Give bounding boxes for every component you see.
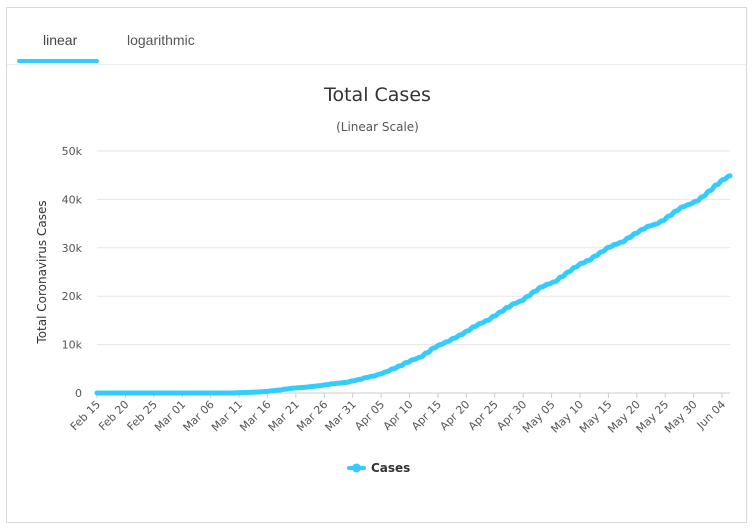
- x-tick-label: Mar 31: [323, 398, 359, 434]
- y-tick-label: 20k: [62, 290, 83, 303]
- y-tick-label: 50k: [62, 145, 83, 158]
- x-tick-label: Apr 25: [466, 398, 501, 433]
- grid-lines: [97, 150, 730, 394]
- legend-marker-cases: [352, 463, 361, 473]
- x-tick-label: Feb 20: [96, 398, 131, 433]
- tab-linear[interactable]: linear: [43, 32, 78, 48]
- series-cases: [94, 173, 733, 396]
- x-tick-label: Jun 04: [694, 398, 728, 432]
- active-tab-indicator: [17, 59, 99, 63]
- y-tick-label: 10k: [62, 339, 83, 352]
- legend-label-cases: Cases: [371, 461, 410, 475]
- x-tick-label: Feb 15: [68, 398, 103, 433]
- y-tick-label: 40k: [62, 193, 83, 206]
- chart-container: linear logarithmic Total Cases (Linear S…: [6, 7, 747, 523]
- y-tick-label: 0: [75, 387, 82, 400]
- x-tick-label: Apr 20: [437, 398, 472, 433]
- scale-tabs: linear logarithmic: [7, 8, 746, 65]
- series-line-cases[interactable]: [94, 173, 733, 396]
- x-tick-label: Apr 15: [409, 398, 444, 433]
- tab-logarithmic[interactable]: logarithmic: [127, 32, 195, 48]
- x-tick-label: Apr 10: [381, 398, 416, 433]
- legend[interactable]: Cases: [347, 461, 410, 475]
- x-tick-label: Apr 05: [352, 398, 387, 433]
- chart-title: Total Cases: [324, 84, 431, 106]
- y-tick-label: 30k: [62, 242, 83, 255]
- chart-subtitle: (Linear Scale): [336, 120, 419, 134]
- y-axis-label: Total Coronavirus Cases: [35, 200, 49, 344]
- y-axis-ticks: 0 10k 20k 30k 40k 50k: [62, 145, 83, 400]
